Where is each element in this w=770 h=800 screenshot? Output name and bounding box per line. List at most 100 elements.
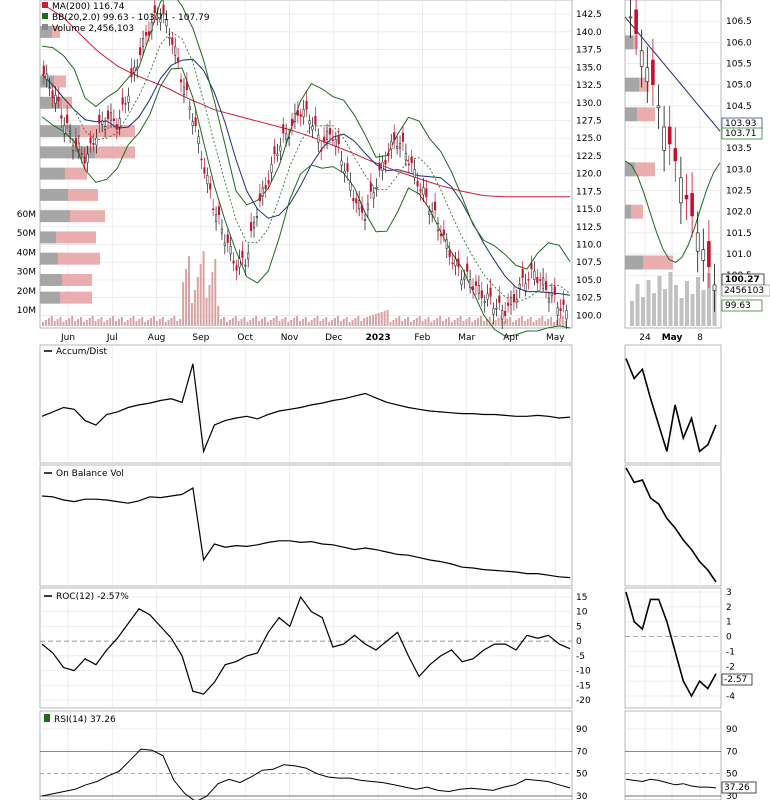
volume-bar (158, 319, 161, 326)
zoom-volume-bar (652, 293, 656, 326)
vbp-bar-up (40, 210, 70, 223)
volume-bar (161, 317, 164, 326)
volume-bar (97, 319, 100, 326)
vbp-bar-down (68, 188, 98, 201)
candle-body (308, 120, 311, 125)
candle-body (328, 127, 332, 135)
candle-body (501, 310, 504, 320)
price-tick-label: 127.5 (576, 116, 602, 126)
volume-bar (319, 321, 322, 326)
tag-roc-last: -2.57 (724, 675, 747, 685)
tag-volume-last: 2456103 (724, 286, 764, 296)
candle-body (448, 250, 451, 257)
volume-bar (126, 320, 129, 326)
candle-body (539, 279, 542, 281)
volume-bar (298, 321, 301, 326)
volume-bar (179, 319, 182, 326)
volume-bar (515, 320, 518, 326)
volume-bar (287, 322, 290, 326)
zoom-candle-body (707, 241, 711, 268)
zoom-roc-grid (625, 588, 721, 708)
zoom-rsi-line (625, 778, 717, 789)
volume-bar (167, 320, 170, 326)
volume-bar (386, 310, 389, 326)
volume-bar (231, 318, 234, 326)
zoom-candle-body (701, 249, 706, 261)
volume-bar (348, 322, 351, 326)
date-tick-label: Jun (60, 333, 75, 343)
candle-body (457, 258, 460, 268)
date-tick-label: Feb (414, 333, 430, 343)
candle-body (252, 222, 256, 229)
candle-body (489, 287, 492, 297)
date-tick-label: Aug (148, 333, 166, 343)
candle-body (544, 281, 548, 290)
zoom-candle-body (667, 126, 672, 145)
zoom-tick-label: 105.0 (726, 81, 752, 91)
volume-bar (550, 317, 553, 326)
volume-bar (196, 277, 199, 326)
candle-body (264, 184, 267, 189)
volume-bar (252, 318, 255, 326)
candle-body (474, 281, 478, 286)
candle-body (92, 142, 95, 145)
candle-body (410, 156, 413, 164)
volume-bar (211, 272, 214, 326)
vbp-bar-down (60, 291, 92, 304)
volume-bar (439, 316, 442, 326)
volume-bar (56, 319, 59, 326)
rsi-line (41, 748, 571, 800)
roc-tick-label: 0 (576, 637, 582, 647)
candle-body (404, 153, 407, 161)
zoom-candle-body (673, 148, 678, 162)
volume-bar (190, 303, 193, 326)
candle-body (165, 19, 168, 27)
volume-bar (77, 319, 80, 326)
candle-body (71, 145, 75, 151)
candle-body (413, 168, 416, 178)
zoom-candle-body (695, 232, 700, 252)
zoom-candles (628, 0, 717, 312)
zoom-roc-tick: 2 (726, 603, 732, 613)
candle-body (66, 114, 69, 123)
volume-bar (144, 322, 147, 326)
zoom-candle-body (684, 194, 689, 200)
volume-bar (555, 320, 558, 326)
candle-body (396, 146, 399, 149)
zoom-price-panel: 100.5101.0101.5102.0102.5103.0103.5104.0… (624, 0, 770, 343)
candle-body (530, 263, 533, 270)
volume-axis: 10M 20M 30M 40M 50M 60M (17, 210, 36, 316)
roc-tick-label: 5 (576, 622, 582, 632)
candle-body (363, 219, 367, 221)
candle-body (109, 112, 113, 121)
zoom-vbp-down (633, 35, 638, 50)
candle-body (460, 279, 463, 285)
date-tick-label: May (546, 333, 565, 343)
candle-body (98, 114, 101, 124)
volume-bar (363, 318, 366, 326)
zoom-volume-bar (685, 281, 689, 326)
candle-body (434, 201, 437, 211)
date-tick-label: Mar (458, 333, 475, 343)
candle-body (279, 145, 282, 152)
zoom-overlay-lines (624, 16, 721, 263)
candle-body (54, 94, 57, 104)
volume-bar (50, 316, 53, 326)
volume-bar (152, 316, 155, 326)
volume-bar (100, 317, 103, 326)
ma50-line (41, 58, 571, 296)
volume-bar (44, 320, 47, 326)
roc-grid (40, 588, 572, 708)
zoom-volume-bar (690, 294, 695, 326)
volume-bar (561, 316, 564, 326)
candle-body (436, 223, 440, 231)
vbp-bar-down (56, 231, 96, 244)
candle-body (317, 134, 320, 143)
volume-bar (336, 316, 339, 326)
volume-bar (558, 318, 561, 326)
tag-price-mid: 103.71 (725, 129, 757, 139)
volume-bar (182, 282, 185, 326)
candle-body (282, 124, 285, 134)
candle-body (343, 170, 346, 174)
zoom-candle-body (628, 16, 633, 19)
